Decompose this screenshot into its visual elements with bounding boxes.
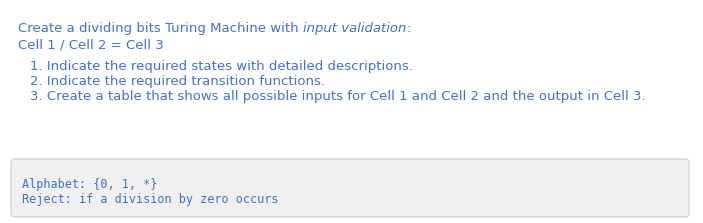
- Text: 2. Indicate the required transition functions.: 2. Indicate the required transition func…: [30, 75, 325, 88]
- Text: Cell 1 / Cell 2 = Cell 3: Cell 1 / Cell 2 = Cell 3: [18, 38, 164, 51]
- Text: Create a dividing bits Turing Machine with: Create a dividing bits Turing Machine wi…: [18, 22, 303, 35]
- Text: input validation: input validation: [303, 22, 406, 35]
- Text: 1. Indicate the required states with detailed descriptions.: 1. Indicate the required states with det…: [30, 60, 413, 73]
- Text: 3. Create a table that shows all possible inputs for Cell 1 and Cell 2 and the o: 3. Create a table that shows all possibl…: [30, 90, 645, 103]
- Text: Alphabet: {0, 1, *}: Alphabet: {0, 1, *}: [22, 178, 157, 191]
- Text: :: :: [406, 22, 411, 35]
- Text: Reject: if a division by zero occurs: Reject: if a division by zero occurs: [22, 193, 278, 206]
- FancyBboxPatch shape: [11, 159, 689, 217]
